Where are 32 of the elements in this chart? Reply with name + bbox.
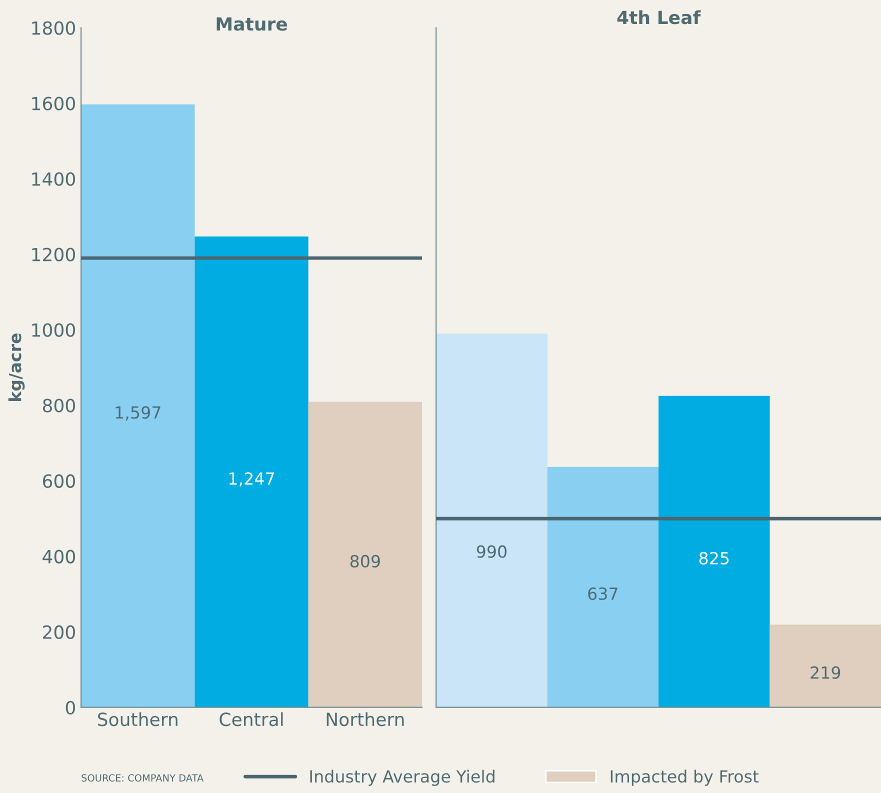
legend-label: Impacted by Frost [610, 770, 759, 786]
x-tick-label: Southern [98, 712, 178, 726]
y-axis-title: kg/acre [8, 333, 25, 402]
y-tick-label: 600 [42, 474, 75, 488]
bar [770, 624, 881, 708]
data-label: 990 [476, 545, 507, 558]
y-tick-label: 1600 [32, 96, 75, 110]
source-note: SOURCE: COMPANY DATA [82, 774, 204, 782]
x-tick-label: Central [220, 712, 283, 726]
chart-title: Mature [216, 17, 288, 31]
x-tick-label: Northern [326, 712, 404, 726]
chart-title: 4th Leaf [617, 10, 701, 24]
data-label: 1,247 [230, 472, 274, 487]
bar [547, 466, 659, 708]
y-tick-label: 1000 [32, 323, 75, 337]
bar [658, 396, 770, 708]
bar [194, 236, 308, 708]
bar [436, 334, 548, 708]
y-tick-label: 0 [66, 700, 75, 714]
y-tick-label: 200 [43, 625, 75, 639]
y-tick-label: 1800 [32, 21, 75, 35]
y-tick-label: 800 [42, 398, 75, 412]
y-tick-label: 400 [42, 550, 75, 564]
y-tick-label: 1400 [32, 172, 75, 186]
y-tick-label: 1200 [32, 248, 75, 262]
bar [308, 402, 422, 708]
data-label: 219 [810, 666, 840, 679]
data-label: 825 [699, 552, 729, 565]
data-label: 1,597 [116, 406, 160, 420]
data-label: 809 [350, 554, 380, 568]
legend-label: Industry Average Yield [310, 770, 494, 786]
data-label: 637 [588, 587, 618, 600]
